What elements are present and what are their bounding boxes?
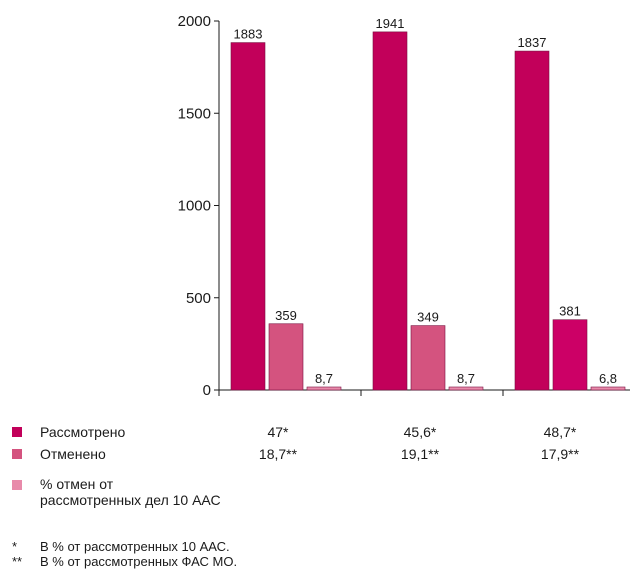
data-label: 359 [275, 308, 297, 323]
legend-label-percent-line1: % отмен от [40, 476, 114, 492]
table-cell: 18,7** [258, 446, 298, 462]
bar [410, 325, 446, 391]
y-tick-label: 500 [186, 290, 211, 307]
bar [552, 319, 588, 391]
y-tick-label: 2000 [178, 13, 211, 30]
bar [230, 42, 266, 391]
x-tick-label: 2008 [414, 397, 445, 400]
bar [448, 386, 484, 391]
footnote-mark-2: ** [12, 554, 23, 569]
data-label: 349 [417, 310, 439, 325]
bar [372, 31, 408, 391]
footnote-text-2: В % от рассмотренных ФАС МО. [40, 554, 238, 569]
bar [268, 323, 304, 391]
legend-label-cancelled: Отменено [40, 446, 106, 462]
y-tick-label: 0 [203, 382, 211, 399]
legend-swatch-percent [12, 480, 22, 490]
data-label: 8,7 [457, 371, 475, 386]
data-label: 1941 [376, 16, 405, 31]
bar [306, 386, 342, 391]
bar-chart: 0 500 1000 1500 2000 1883 359 8,7 2007 1941 349 8,7… [178, 13, 630, 400]
legend-label-considered: Рассмотрено [40, 424, 126, 440]
legend-swatch-cancelled [12, 449, 22, 459]
table-cell: 19,1** [400, 446, 440, 462]
table-cell: 45,6* [403, 424, 437, 440]
y-tick-label: 1000 [178, 198, 211, 215]
data-label: 381 [559, 304, 581, 319]
data-label: 6,8 [599, 371, 617, 386]
x-tick-label: 2009 [556, 397, 587, 400]
table-cell: 47* [267, 424, 289, 440]
bar [514, 50, 550, 391]
footnote-text-1: В % от рассмотренных 10 ААС. [40, 539, 230, 554]
table-cell: 48,7* [543, 424, 577, 440]
data-label: 8,7 [315, 371, 333, 386]
legend-label-percent-line2: рассмотренных дел 10 ААС [40, 492, 221, 508]
legend-swatch-considered [12, 427, 22, 437]
data-label: 1837 [518, 35, 547, 50]
table-cell: 17,9** [540, 446, 580, 462]
footnote-mark-1: * [12, 539, 18, 554]
bar [590, 386, 626, 391]
x-tick-label: 2007 [272, 397, 303, 400]
y-tick-label: 1500 [178, 105, 211, 122]
data-label: 1883 [234, 27, 263, 42]
